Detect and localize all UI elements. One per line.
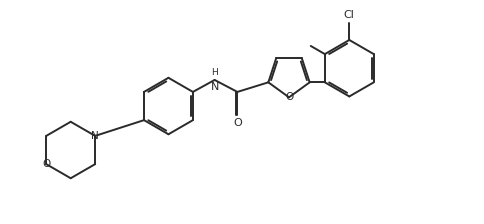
Text: O: O (233, 118, 242, 128)
Text: O: O (42, 159, 50, 169)
Text: Cl: Cl (344, 11, 355, 20)
Text: N: N (91, 131, 99, 141)
Text: N: N (211, 82, 219, 92)
Text: O: O (285, 92, 293, 102)
Text: H: H (211, 68, 218, 77)
